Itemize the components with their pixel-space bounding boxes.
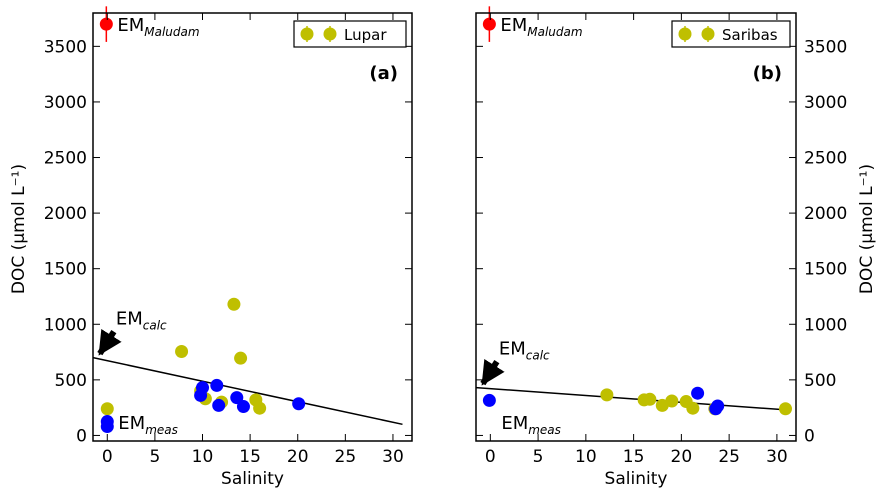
x-axis-label: Salinity bbox=[221, 469, 284, 489]
y-tick-label: 2000 bbox=[804, 204, 847, 224]
em-maludam-subscript: Maludam bbox=[144, 25, 199, 39]
em-calc-arrow bbox=[97, 328, 122, 356]
y-tick-label: 0 bbox=[804, 426, 815, 446]
em-meas-label: EMmeas bbox=[501, 413, 561, 437]
data-point-blue bbox=[711, 399, 725, 413]
panel-b-saribas: EMMaludam EMcalc EMmeas 0 5 10 15 20 25 30 0 500 10… bbox=[475, 6, 877, 489]
x-tick-label: 15 bbox=[239, 447, 261, 467]
legend-label: Saribas bbox=[722, 26, 778, 44]
data-point-blue bbox=[100, 420, 114, 434]
data-point-blue bbox=[210, 378, 224, 392]
data-point-olive bbox=[253, 401, 267, 415]
em-meas-subscript: meas bbox=[528, 423, 561, 437]
x-tick-label: 20 bbox=[287, 447, 309, 467]
data-point-blue bbox=[482, 393, 496, 407]
data-point-olive bbox=[600, 388, 614, 402]
legend-marker bbox=[678, 27, 692, 41]
data-point-olive bbox=[100, 402, 114, 416]
em-calc-arrow bbox=[480, 358, 505, 386]
legend-label: Lupar bbox=[344, 26, 387, 44]
mixing-line bbox=[475, 386, 787, 411]
data-point-olive bbox=[665, 394, 679, 408]
em-meas-subscript: meas bbox=[145, 423, 178, 437]
x-tick-label: 30 bbox=[766, 447, 788, 467]
em-meas-label: EMmeas bbox=[118, 413, 178, 437]
plot-frame bbox=[92, 12, 413, 442]
y-tick-label: 500 bbox=[804, 371, 836, 391]
x-tick-label: 20 bbox=[671, 447, 693, 467]
em-maludam-label: EMMaludam bbox=[500, 15, 582, 39]
legend: Saribas bbox=[671, 20, 791, 48]
data-point-blue bbox=[196, 381, 210, 395]
y-tick-label: 3500 bbox=[804, 37, 847, 57]
legend-box bbox=[671, 20, 791, 48]
y-tick-label: 1000 bbox=[804, 315, 847, 335]
em-maludam-marker bbox=[99, 17, 113, 31]
legend-marker bbox=[701, 27, 715, 41]
data-point-blue bbox=[236, 400, 250, 414]
data-point-olive bbox=[643, 392, 657, 406]
y-tick-label: 0 bbox=[76, 426, 87, 446]
data-point-olive bbox=[227, 297, 241, 311]
y-tick-label: 1000 bbox=[44, 315, 87, 335]
legend-box bbox=[293, 20, 407, 48]
mixing-line bbox=[92, 356, 403, 426]
legend-marker bbox=[323, 27, 337, 41]
data-point-olive bbox=[778, 402, 792, 416]
x-tick-label: 15 bbox=[623, 447, 645, 467]
data-point-blue bbox=[691, 386, 705, 400]
x-tick-label: 10 bbox=[575, 447, 597, 467]
x-axis-label: Salinity bbox=[605, 469, 668, 489]
legend-marker bbox=[300, 27, 314, 41]
em-calc-subscript: calc bbox=[526, 349, 550, 363]
x-tick-label: 5 bbox=[149, 447, 160, 467]
y-tick-label: 3000 bbox=[44, 93, 87, 113]
data-point-blue bbox=[212, 398, 226, 412]
y-tick-label: 1500 bbox=[44, 260, 87, 280]
y-tick-label: 2000 bbox=[44, 204, 87, 224]
em-calc-label: EMcalc bbox=[499, 339, 550, 363]
data-point-blue bbox=[292, 397, 306, 411]
panel-label: (b) bbox=[753, 63, 782, 84]
plot-frame bbox=[475, 12, 797, 442]
panel-label: (a) bbox=[369, 63, 398, 84]
y-axis-label: DOC (μmol L⁻¹) bbox=[9, 164, 29, 294]
data-point-olive bbox=[234, 351, 248, 365]
em-calc-label: EMcalc bbox=[116, 309, 167, 333]
x-tick-label: 0 bbox=[485, 447, 496, 467]
data-point-olive bbox=[175, 345, 189, 359]
x-tick-label: 10 bbox=[192, 447, 214, 467]
em-maludam-marker bbox=[482, 17, 496, 31]
y-tick-label: 2500 bbox=[44, 149, 87, 169]
y-tick-label: 1500 bbox=[804, 260, 847, 280]
x-tick-label: 0 bbox=[102, 447, 113, 467]
x-tick-label: 5 bbox=[533, 447, 544, 467]
y-tick-label: 3000 bbox=[804, 93, 847, 113]
y-axis-label: DOC (μmol L⁻¹) bbox=[857, 164, 877, 294]
panel-a-lupar: EMMaludam EMcalc EMmeas 0 5 10 15 20 25 30 0 500 10… bbox=[9, 6, 413, 489]
y-tick-label: 3500 bbox=[44, 37, 87, 57]
em-maludam-label: EMMaludam bbox=[117, 15, 199, 39]
em-calc-subscript: calc bbox=[143, 319, 167, 333]
y-tick-label: 2500 bbox=[804, 149, 847, 169]
x-tick-label: 30 bbox=[382, 447, 404, 467]
legend: Lupar bbox=[293, 20, 407, 48]
x-tick-label: 25 bbox=[718, 447, 740, 467]
em-maludam-subscript: Maludam bbox=[527, 25, 582, 39]
data-point-olive bbox=[686, 401, 700, 415]
data-point-blue bbox=[230, 391, 244, 405]
y-tick-label: 500 bbox=[55, 371, 87, 391]
x-tick-label: 25 bbox=[335, 447, 357, 467]
